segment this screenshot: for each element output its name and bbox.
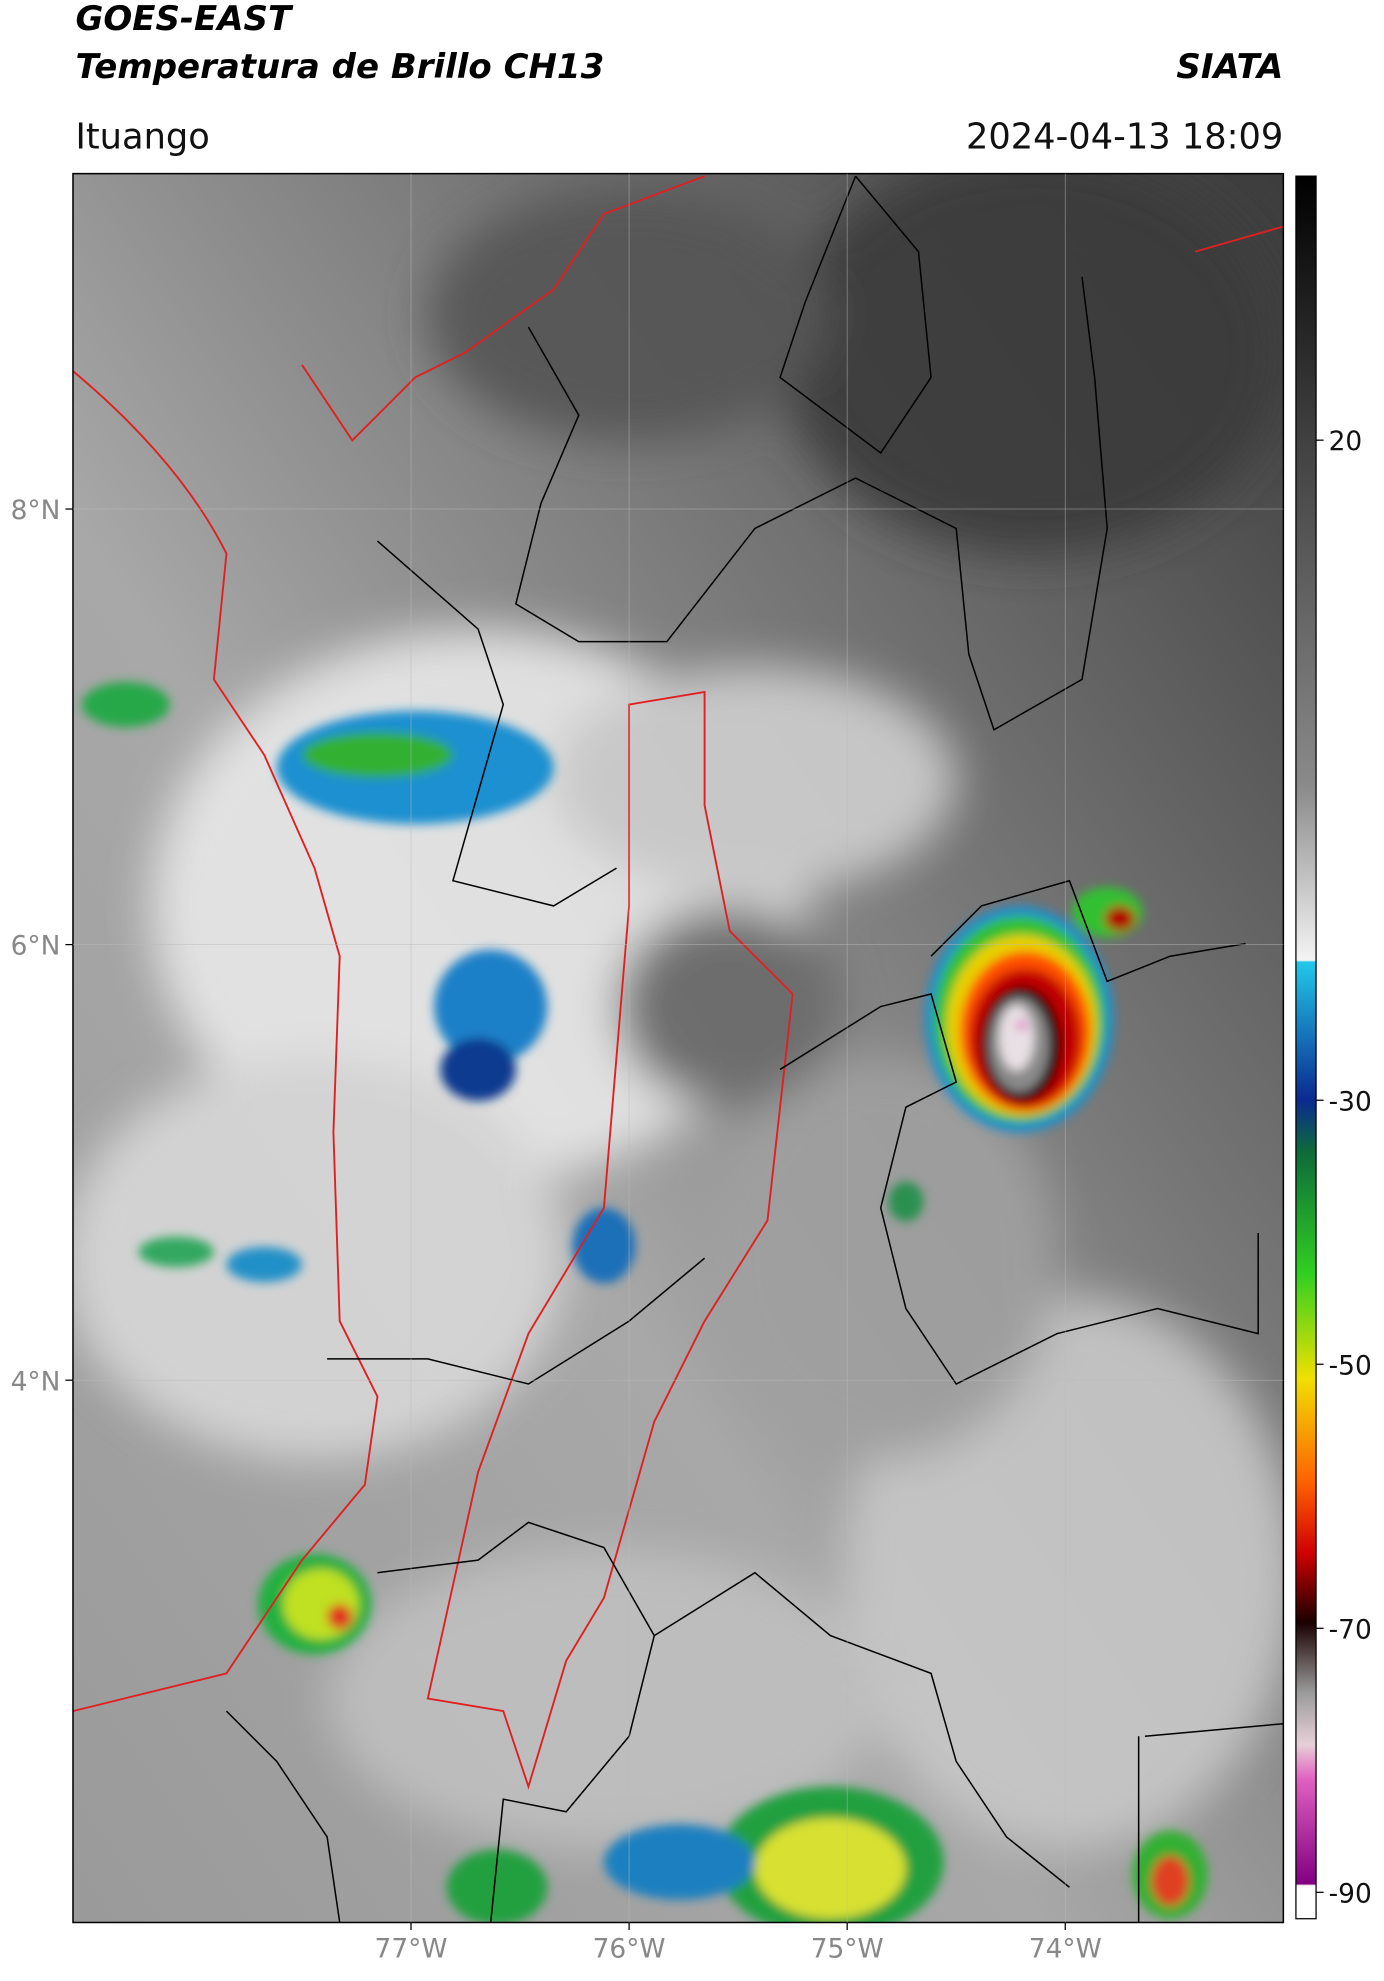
colorbar-tick-label: -70 — [1329, 1614, 1372, 1645]
satellite-image — [72, 173, 1284, 1923]
colorbar-tick-label: -50 — [1329, 1350, 1372, 1381]
lat-tick-label: 8°N — [11, 495, 61, 526]
colorbar-tick-label: -30 — [1329, 1086, 1372, 1117]
location: Ituango — [75, 116, 209, 157]
colorbar-tick-label: 20 — [1329, 426, 1363, 457]
map-frame — [72, 172, 1285, 1924]
title: GOES-EAST — [75, 0, 293, 39]
lon-tick-label: 77°W — [375, 1934, 448, 1965]
lon-tick-label: 75°W — [811, 1934, 884, 1965]
colorbar-tick-label: -90 — [1329, 1878, 1372, 1909]
lat-tick-label: 6°N — [11, 931, 61, 962]
lon-tick-label: 74°W — [1029, 1934, 1102, 1965]
datetime: 2024-04-13 18:09 — [966, 116, 1283, 157]
lat-tick-label: 4°N — [11, 1366, 61, 1397]
subtitle: Temperatura de Brillo CH13 — [75, 47, 604, 87]
lon-tick-label: 76°W — [593, 1934, 666, 1965]
colorbar — [1295, 175, 1317, 1920]
agency: SIATA — [1176, 47, 1283, 87]
